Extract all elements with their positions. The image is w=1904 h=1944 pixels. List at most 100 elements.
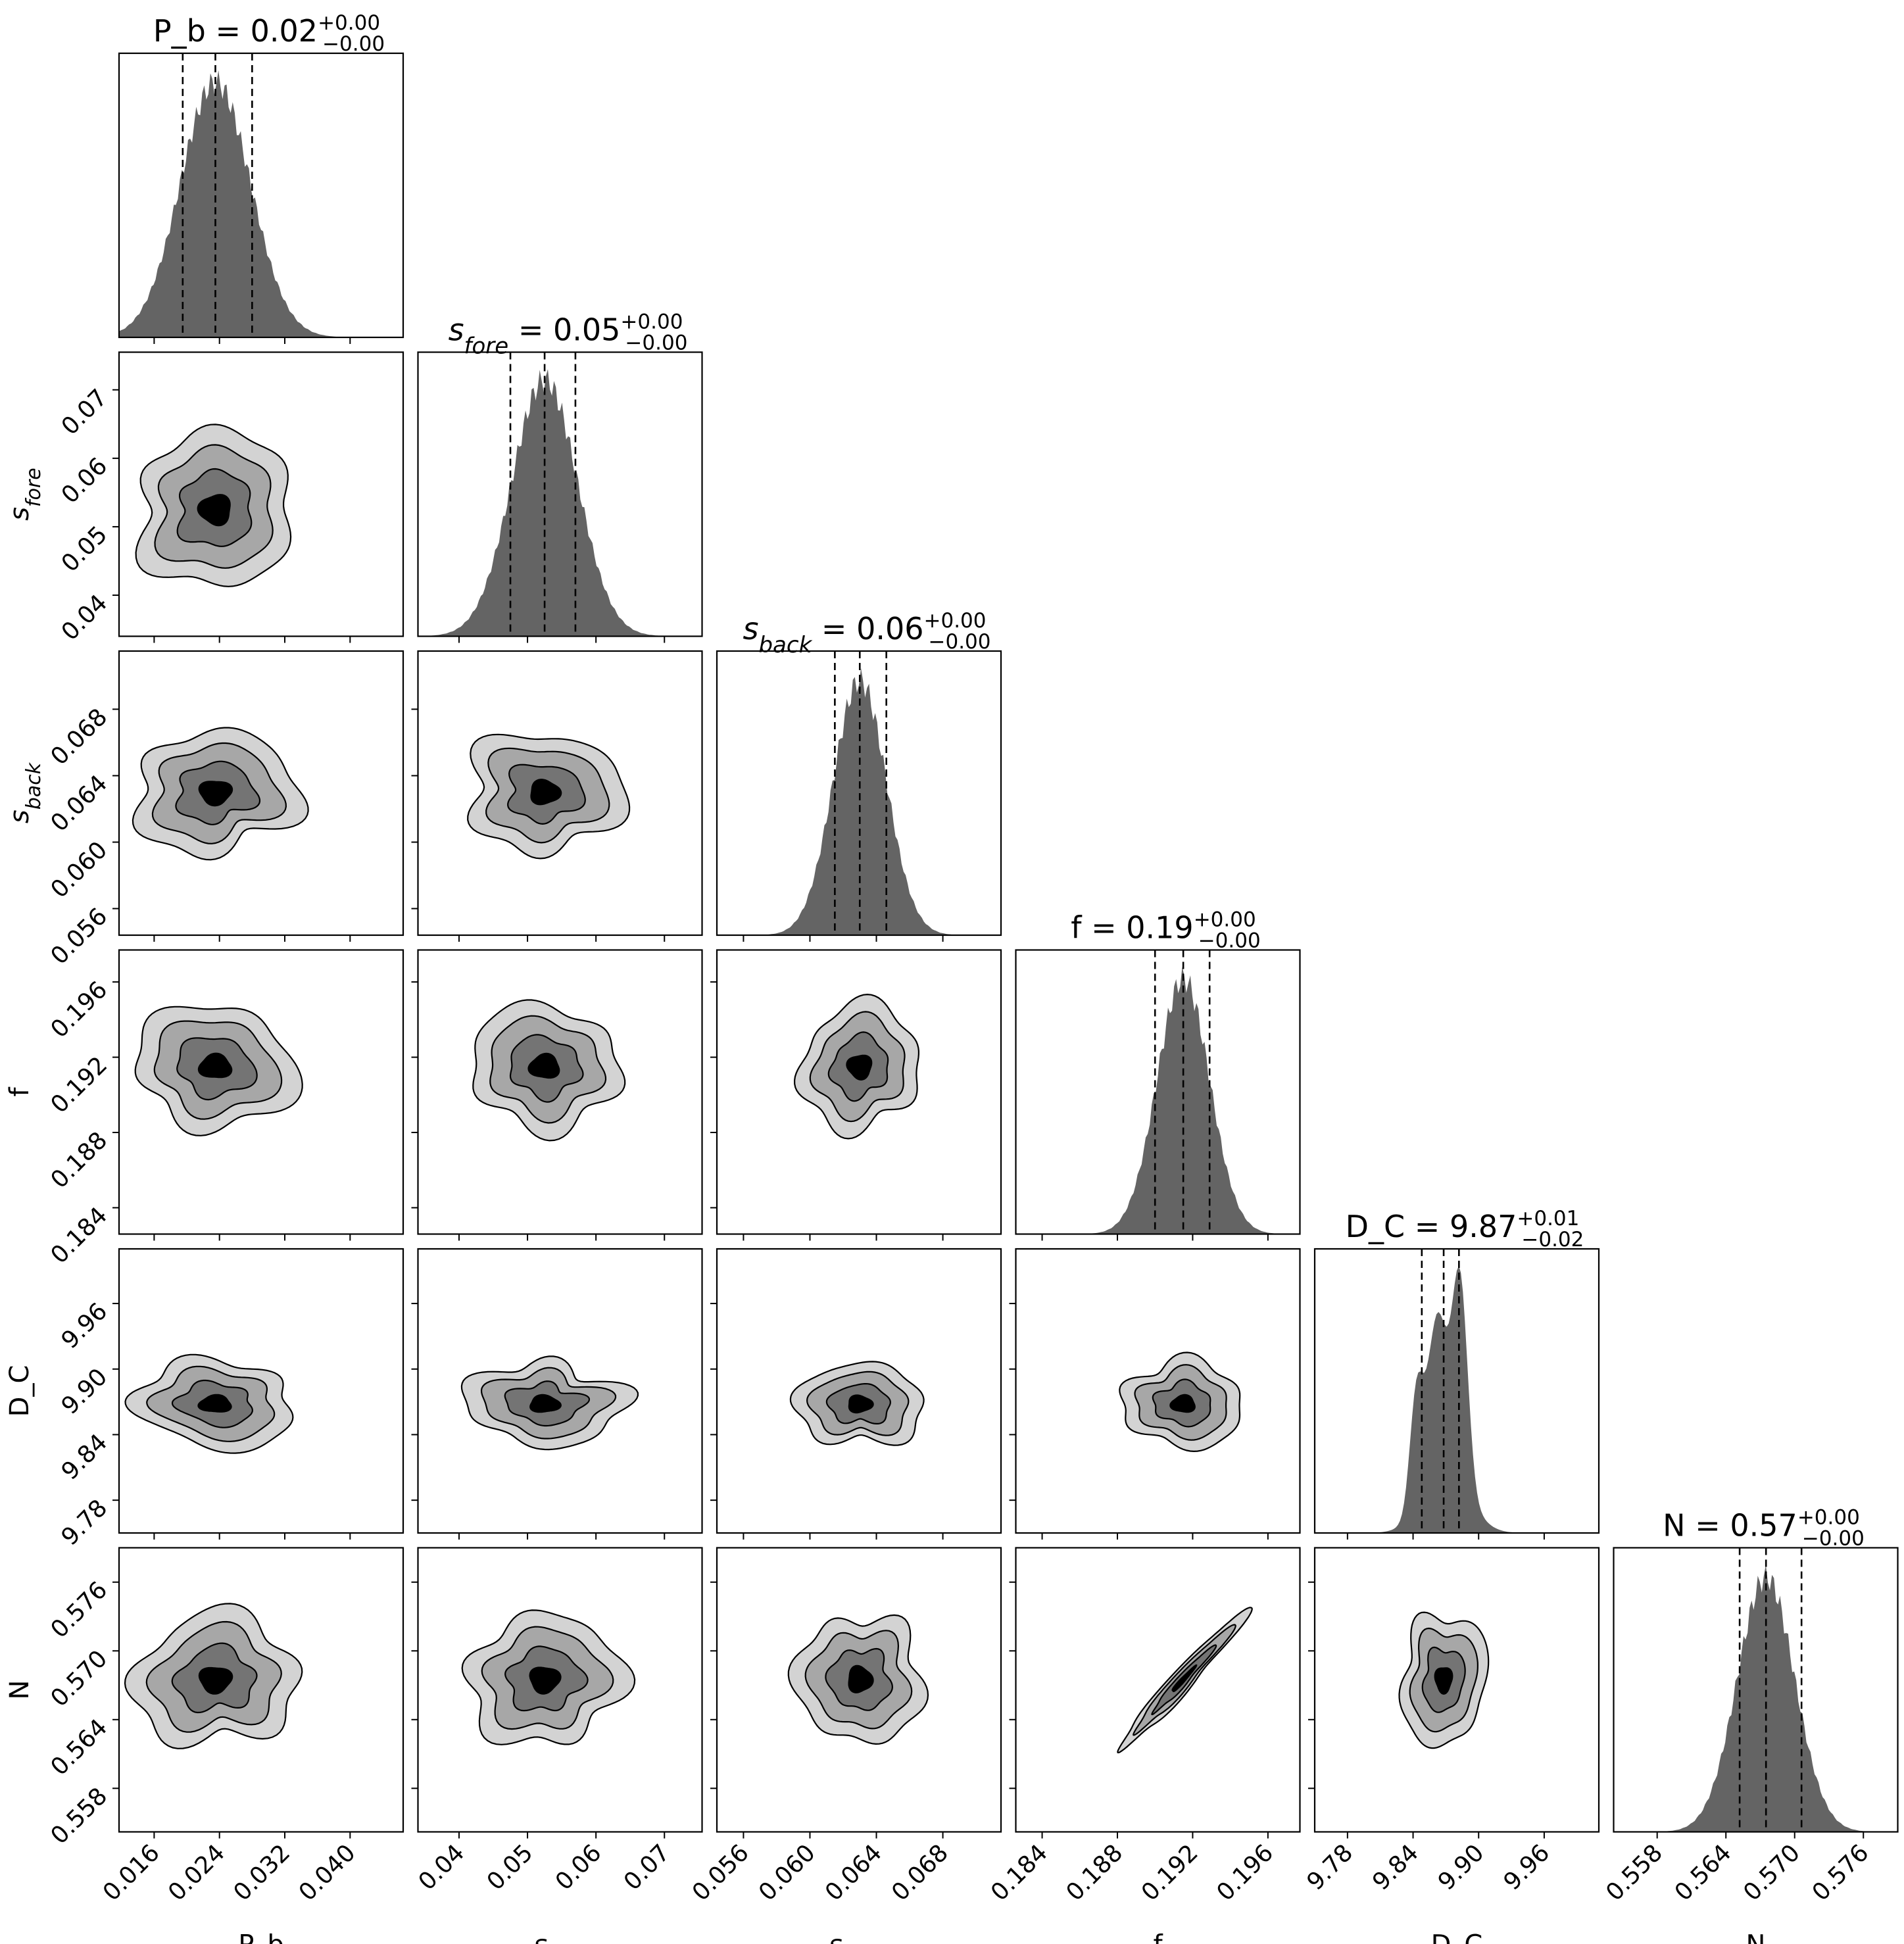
y-axis-label-D_C: D_C — [5, 1365, 35, 1417]
x-tick-label: 9.78 — [1302, 1839, 1359, 1896]
axis-label-base: f — [5, 1087, 35, 1097]
x-tick-label: 0.570 — [1738, 1839, 1805, 1907]
x-tick-label: 9.90 — [1433, 1839, 1490, 1896]
x-tick-label: 0.032 — [228, 1839, 295, 1907]
y-axis-label-N: N — [5, 1680, 35, 1700]
panel-frame — [417, 1547, 703, 1833]
title-minus: −0.00 — [322, 32, 385, 56]
contour-level-4 — [197, 1052, 233, 1079]
panel-D_C-N: 9.789.849.909.96 D_C — [1302, 1547, 1600, 1944]
x-tick-label: 0.188 — [1061, 1839, 1128, 1907]
x-axis-label-D_C: D_C — [1431, 1930, 1483, 1944]
y-tick-label: 9.96 — [57, 1298, 113, 1354]
title-s_back: sback = 0.06+0.00 −0.00 — [743, 609, 991, 658]
panel-P_b-D_C: 9.78 9.84 9.90 9.96 D_C — [5, 1248, 404, 1551]
title-D_C: D_C = 9.87+0.01 −0.02 — [1346, 1207, 1584, 1251]
axis-label-base: D_C — [5, 1365, 35, 1417]
title-N: N = 0.57+0.00 −0.00 — [1663, 1506, 1865, 1551]
axis-label-base: P_b — [238, 1930, 284, 1944]
panel-frame — [1313, 1547, 1600, 1833]
panel-frame — [118, 1547, 404, 1833]
title-value: 0.05 — [553, 312, 620, 348]
panel-frame — [118, 52, 404, 339]
panel-frame — [716, 650, 1002, 936]
title-label-base: D_C — [1346, 1209, 1405, 1244]
title-P_b: P_b = 0.02+0.00 −0.00 — [153, 11, 385, 56]
contour-level-4 — [197, 494, 231, 527]
axis-label-base: f — [1153, 1930, 1163, 1944]
x-tick-label: 0.064 — [820, 1839, 887, 1907]
panel-frame — [417, 949, 703, 1235]
y-tick-label: 0.192 — [45, 1052, 112, 1119]
y-tick-label: 0.06 — [57, 452, 113, 509]
y-tick-label: 0.184 — [45, 1202, 112, 1269]
title-equals: = — [508, 312, 553, 348]
x-axis-label-P_b: P_b — [238, 1930, 284, 1944]
title-s_fore: sfore = 0.05+0.00 −0.00 — [449, 310, 688, 360]
y-tick-label: 9.84 — [57, 1429, 113, 1486]
x-tick-label: 9.96 — [1499, 1839, 1555, 1896]
y-axis-label-s_fore: sfore — [5, 468, 45, 521]
panel-frame — [118, 1248, 404, 1534]
axis-label-base: D_C — [1431, 1930, 1483, 1944]
panel-s_back-f — [710, 949, 1002, 1241]
y-tick-label: 0.04 — [57, 589, 113, 646]
histogram-f — [1015, 967, 1300, 1234]
x-tick-label: 0.068 — [887, 1839, 954, 1907]
panel-frame — [716, 949, 1002, 1235]
histogram-s_fore — [418, 369, 702, 637]
contour-level-4 — [1434, 1667, 1453, 1695]
panel-f-f: f = 0.19+0.00 −0.00 — [1015, 908, 1301, 1241]
title-plus: +0.00 — [318, 11, 380, 35]
y-tick-label: 9.90 — [57, 1363, 113, 1420]
x-tick-label: 0.196 — [1211, 1839, 1279, 1907]
histogram-P_b — [119, 70, 403, 338]
title-plus: +0.00 — [1797, 1506, 1860, 1530]
panel-frame — [417, 351, 703, 637]
x-axis-label-s_fore: sfore — [533, 1930, 587, 1944]
title-minus: −0.00 — [1198, 929, 1261, 953]
contour-level-4 — [1169, 1394, 1196, 1413]
title-value: 0.19 — [1126, 910, 1193, 946]
y-tick-label: 0.056 — [45, 903, 112, 970]
contour-level-4 — [530, 779, 562, 806]
title-equals: = — [1081, 910, 1126, 946]
x-tick-label: 0.558 — [1601, 1839, 1668, 1907]
x-tick-label: 0.04 — [414, 1839, 470, 1896]
panel-s_fore-s_back — [411, 650, 703, 942]
y-tick-label: 0.196 — [45, 977, 112, 1044]
title-label-base: s — [743, 611, 759, 646]
title-equals: = — [1686, 1508, 1730, 1543]
title-label-base: f — [1071, 910, 1083, 946]
x-tick-label: 9.84 — [1367, 1839, 1424, 1896]
panel-D_C-D_C: D_C = 9.87+0.01 −0.02 — [1313, 1207, 1600, 1540]
panel-frame — [1613, 1547, 1899, 1833]
title-plus: +0.00 — [1194, 908, 1256, 932]
x-axis-label-N: N — [1746, 1930, 1766, 1944]
title-plus: +0.00 — [620, 310, 683, 334]
y-tick-label: 0.064 — [45, 770, 112, 837]
x-tick-label: 0.060 — [754, 1839, 821, 1907]
title-equals: = — [1405, 1209, 1450, 1244]
title-minus: −0.02 — [1521, 1228, 1584, 1251]
axis-label-base: s — [829, 1930, 842, 1944]
panel-f-D_C — [1009, 1248, 1301, 1540]
contour-level-4 — [527, 1052, 560, 1079]
x-axis-label-f: f — [1153, 1930, 1163, 1944]
title-value: 0.06 — [856, 611, 923, 646]
contour-level-4 — [197, 1394, 232, 1413]
x-tick-label: 0.184 — [986, 1839, 1053, 1907]
x-tick-label: 0.05 — [482, 1839, 539, 1896]
title-value: 9.87 — [1450, 1209, 1517, 1244]
title-value: 0.02 — [251, 13, 318, 49]
axis-label-base: s — [5, 810, 35, 823]
panel-frame — [118, 949, 404, 1235]
panel-frame — [417, 650, 703, 936]
panel-frame — [1313, 1248, 1600, 1534]
title-plus: +0.00 — [924, 609, 987, 633]
